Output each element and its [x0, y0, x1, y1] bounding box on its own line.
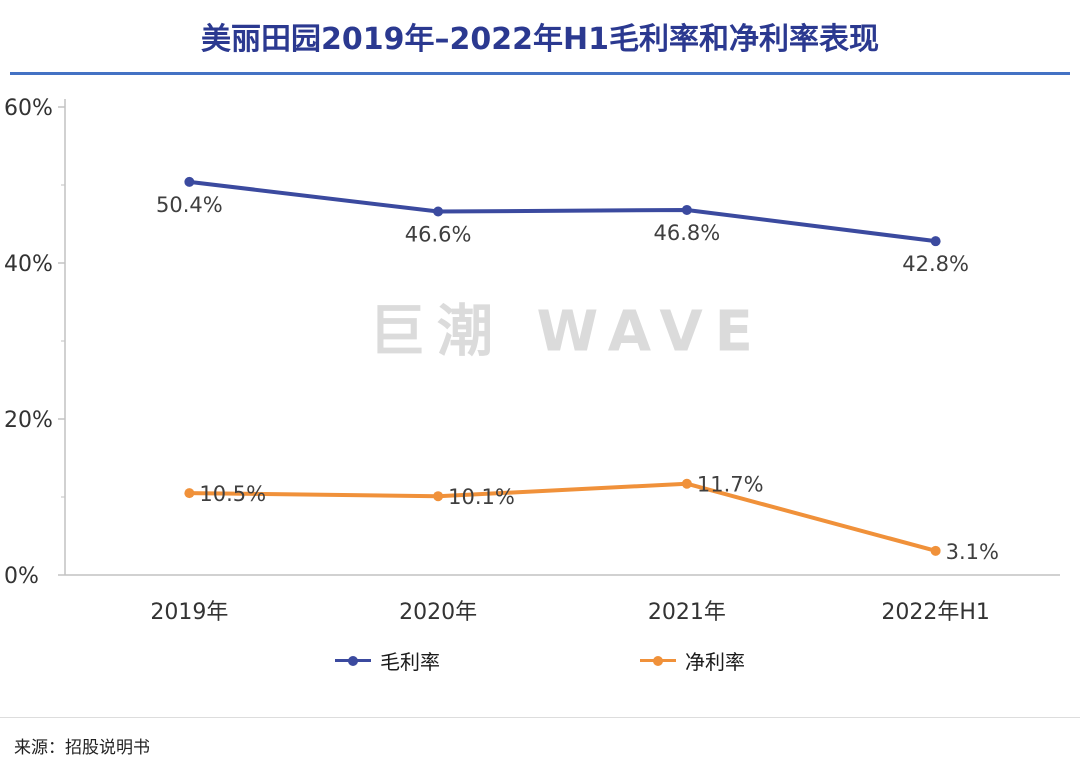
legend-label: 毛利率 [380, 650, 440, 674]
x-category-label: 2020年 [399, 600, 477, 625]
y-tick-label: 60% [4, 96, 53, 121]
footer-divider [0, 717, 1080, 718]
data-point [433, 491, 444, 502]
data-point [930, 545, 941, 556]
line-chart: 0% 20% 40% 60% 2019年 2020年 2021年 2022年H1 50.4% 46… [4, 96, 1060, 625]
data-label: 3.1% [946, 540, 999, 564]
data-point [433, 206, 444, 217]
y-tick-label: 40% [4, 252, 53, 277]
x-category-label: 2022年H1 [881, 600, 990, 625]
data-point [681, 478, 692, 489]
data-point [184, 176, 195, 187]
data-label: 10.1% [448, 485, 515, 509]
data-point [930, 236, 941, 247]
title-underline [10, 72, 1070, 75]
series-line-毛利率 [187, 179, 938, 244]
x-category-label: 2021年 [648, 600, 726, 625]
series-line-净利率 [187, 481, 938, 553]
chart-legend: 毛利率 净利率 [0, 646, 1080, 675]
chart-area: 0% 20% 40% 60% 2019年 2020年 2021年 2022年H1 50.4% 46… [0, 87, 1080, 632]
legend-line-dot-icon [335, 655, 371, 666]
data-label: 50.4% [156, 193, 223, 217]
legend-line-dot-icon [640, 655, 676, 666]
legend-item-毛利率: 毛利率 [335, 646, 440, 675]
data-label: 46.8% [654, 221, 721, 245]
chart-title: 美丽田园2019年–2022年H1毛利率和净利率表现 [201, 22, 879, 57]
data-label: 46.6% [405, 223, 472, 247]
data-point [681, 204, 692, 215]
legend-label: 净利率 [685, 650, 745, 674]
y-tick-label: 0% [4, 564, 39, 589]
data-label: 10.5% [199, 482, 266, 506]
x-category-label: 2019年 [150, 600, 228, 625]
data-label: 42.8% [902, 252, 969, 276]
data-point [184, 488, 195, 499]
y-tick-label: 20% [4, 408, 53, 433]
legend-item-净利率: 净利率 [640, 646, 745, 675]
source-note: 来源：招股说明书 [14, 738, 150, 758]
data-label: 11.7% [697, 473, 764, 497]
